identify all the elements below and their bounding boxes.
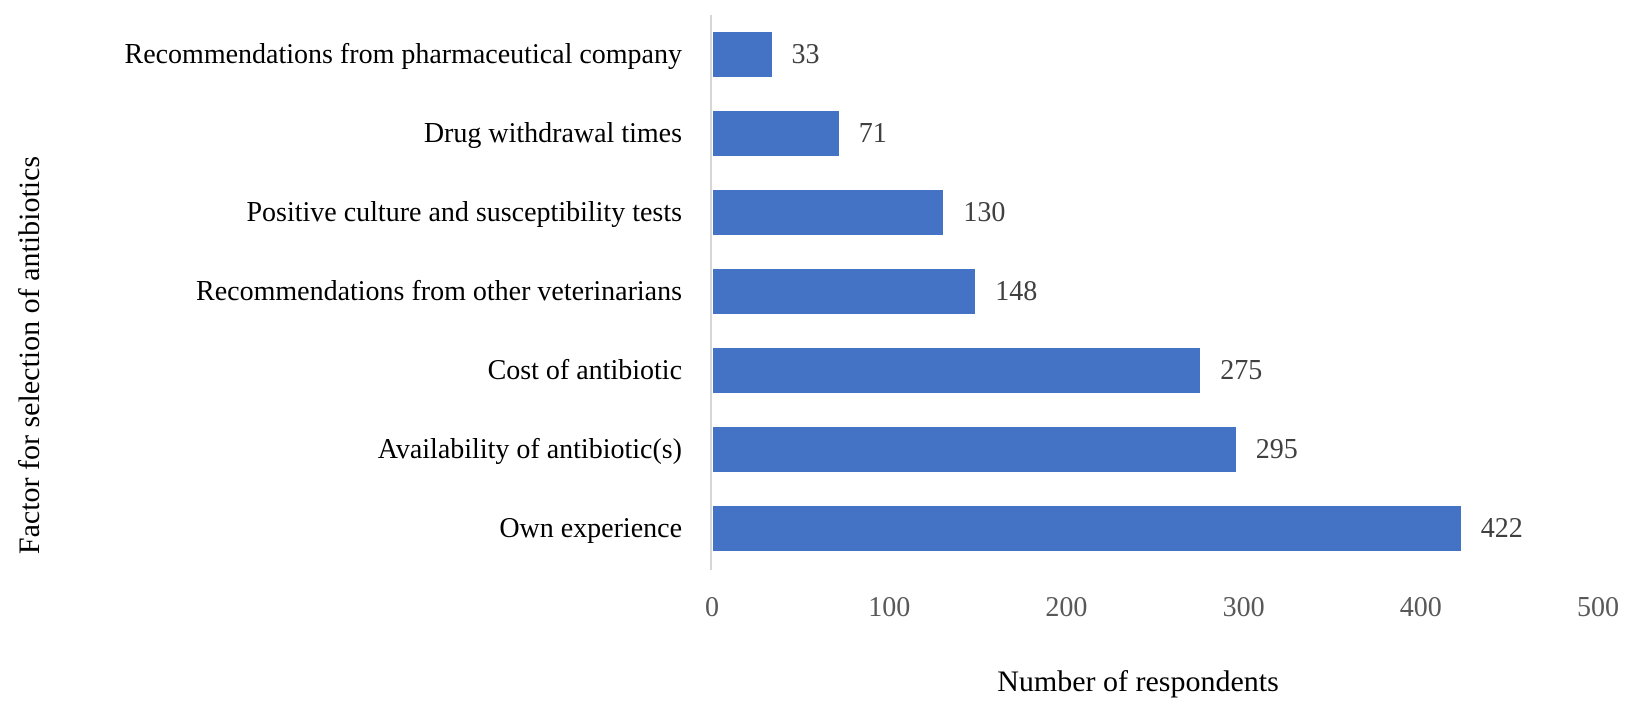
value-label: 148 bbox=[995, 275, 1038, 307]
x-tick-label: 400 bbox=[1399, 592, 1442, 623]
category-label: Positive culture and susceptibility test… bbox=[246, 196, 682, 228]
bar-row: Cost of antibiotic 275 bbox=[0, 331, 1634, 410]
value-label: 295 bbox=[1255, 433, 1298, 465]
category-label: Availability of antibiotic(s) bbox=[377, 433, 682, 465]
category-label: Cost of antibiotic bbox=[487, 354, 682, 386]
x-tick-label: 200 bbox=[1045, 592, 1088, 623]
value-label: 422 bbox=[1480, 512, 1523, 544]
bar-row: Drug withdrawal times 71 bbox=[0, 94, 1634, 173]
x-tick-label: 0 bbox=[705, 592, 719, 623]
bar bbox=[713, 506, 1461, 551]
bar bbox=[713, 190, 944, 235]
value-label: 275 bbox=[1220, 354, 1263, 386]
value-label: 130 bbox=[963, 196, 1006, 228]
x-axis-title: Number of respondents bbox=[997, 665, 1279, 698]
category-label: Recommendations from other veterinarians bbox=[196, 275, 682, 307]
bar bbox=[713, 111, 839, 156]
x-tick-label: 500 bbox=[1577, 592, 1619, 623]
x-tick-label: 300 bbox=[1222, 592, 1265, 623]
bar-row: Recommendations from pharmaceutical comp… bbox=[0, 15, 1634, 94]
bar-row: Recommendations from other veterinarians… bbox=[0, 252, 1634, 331]
x-tick-label: 100 bbox=[868, 592, 911, 623]
category-label: Drug withdrawal times bbox=[423, 117, 682, 149]
value-label: 33 bbox=[791, 38, 820, 70]
bar-row: Availability of antibiotic(s) 295 bbox=[0, 410, 1634, 489]
bar bbox=[713, 269, 976, 314]
category-axis-line bbox=[710, 15, 712, 570]
plot-area: Recommendations from pharmaceutical comp… bbox=[0, 15, 1634, 568]
bar-row: Own experience 422 bbox=[0, 489, 1634, 568]
category-label: Recommendations from pharmaceutical comp… bbox=[124, 38, 682, 70]
bar bbox=[713, 32, 772, 77]
bar bbox=[713, 427, 1236, 472]
category-label: Own experience bbox=[499, 512, 682, 544]
bar bbox=[713, 348, 1201, 393]
bar-row: Positive culture and susceptibility test… bbox=[0, 173, 1634, 252]
value-label: 71 bbox=[858, 117, 887, 149]
